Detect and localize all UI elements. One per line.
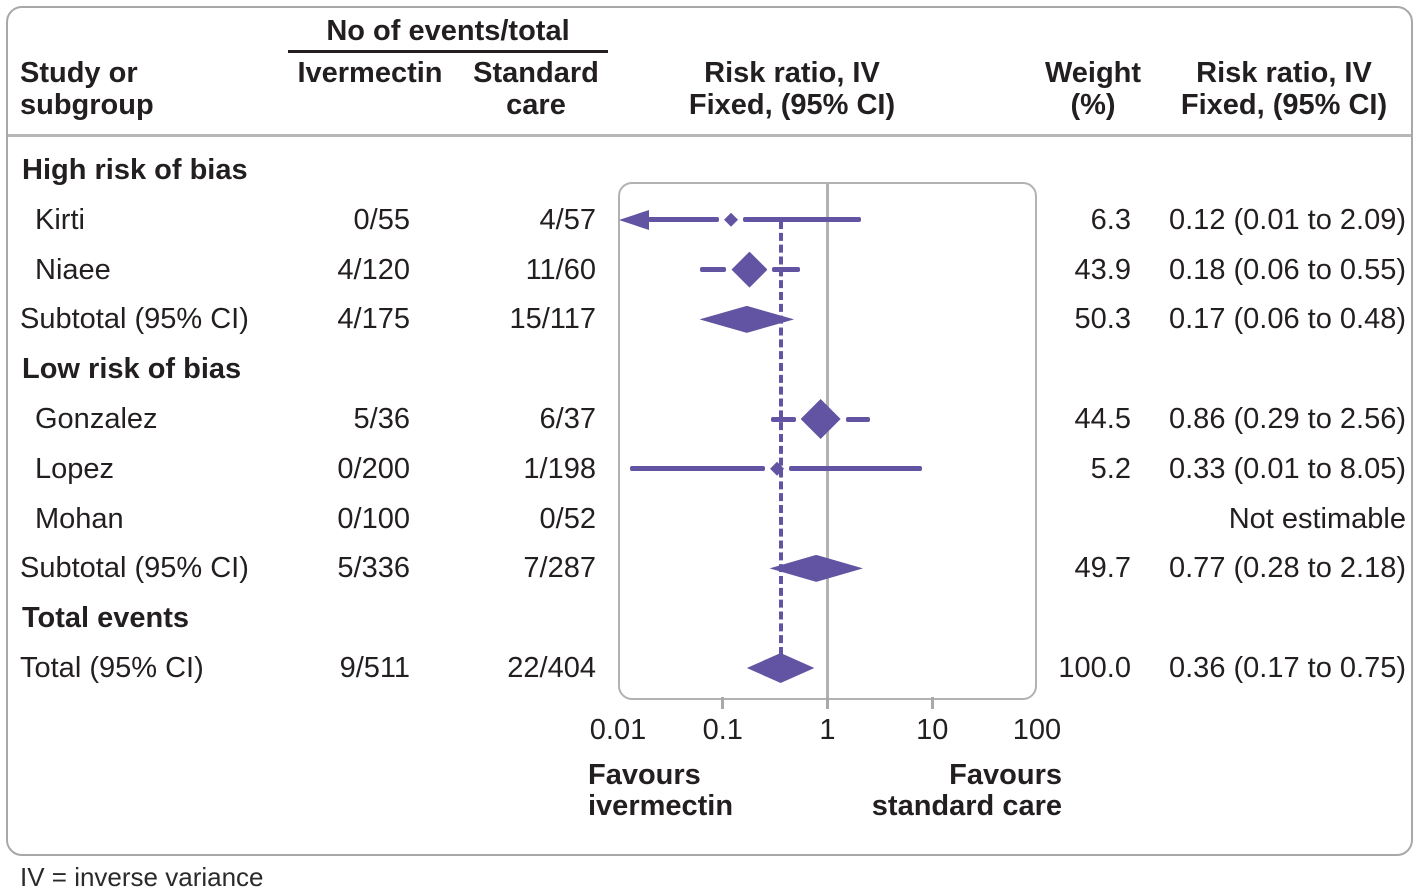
row-events-ivermectin: 0/200	[337, 452, 410, 485]
null-effect-line	[826, 184, 829, 698]
risk-ratio-column-header: Risk ratio, IV Fixed, (95% CI)	[1154, 57, 1414, 121]
study-column-header-line2: subgroup	[20, 89, 154, 121]
row-events-ivermectin: 0/100	[337, 502, 410, 535]
row-label: Gonzalez	[35, 403, 158, 435]
row-risk-ratio-text: 0.77 (0.28 to 2.18)	[1169, 552, 1406, 585]
weight-header-line1: Weight	[1044, 57, 1142, 89]
row-events-standard: 6/37	[539, 403, 596, 435]
row-events-standard: 11/60	[525, 253, 596, 286]
row-weight: 44.5	[1074, 403, 1131, 435]
row-events-standard: 15/117	[509, 303, 596, 336]
row-events-ivermectin: 9/511	[339, 652, 410, 684]
row-events-ivermectin: 5/36	[353, 403, 410, 435]
row-events-ivermectin: 0/55	[353, 203, 410, 236]
favours-right-label: Favours standard care	[812, 760, 1062, 822]
row-events-ivermectin: 4/120	[337, 253, 410, 286]
row-label: Total events	[22, 602, 190, 635]
study-point-diamond	[770, 461, 785, 476]
study-point-diamond	[724, 212, 739, 227]
row-events-standard: 7/287	[523, 552, 596, 585]
row-label: Total (95% CI)	[20, 652, 204, 684]
events-group-header: No of events/total	[326, 15, 570, 47]
favours-left-line2: ivermectin	[588, 790, 734, 822]
favours-left-label: Favours ivermectin	[588, 760, 733, 822]
ci-line	[699, 267, 727, 273]
header-divider	[8, 134, 1411, 137]
row-risk-ratio-text: 0.12 (0.01 to 2.09)	[1169, 203, 1406, 236]
footnote: IV = inverse variance	[20, 862, 264, 892]
row-risk-ratio-text: 0.33 (0.01 to 8.05)	[1169, 452, 1406, 485]
axis-tick	[930, 697, 934, 709]
standard-care-header-line2: care	[506, 89, 566, 121]
row-events-ivermectin: 5/336	[337, 552, 410, 585]
row-weight: 100.0	[1058, 652, 1131, 684]
ivermectin-column-header: Ivermectin	[297, 57, 443, 89]
ci-line	[845, 416, 871, 422]
weight-column-header: Weight (%)	[1033, 57, 1153, 121]
axis-tick-label: 1	[819, 714, 836, 746]
row-events-standard: 22/404	[507, 652, 596, 684]
standard-care-header-line1: Standard	[473, 57, 599, 89]
row-risk-ratio-text: Not estimable	[1228, 502, 1406, 535]
row-risk-ratio-text: 0.36 (0.17 to 0.75)	[1169, 652, 1406, 684]
row-label: Kirti	[35, 203, 85, 236]
row-risk-ratio-text: 0.86 (0.29 to 2.56)	[1169, 403, 1406, 435]
axis-tick	[721, 697, 725, 709]
row-events-standard: 1/198	[523, 452, 596, 485]
axis-tick-label: 100	[1012, 714, 1062, 746]
row-label: High risk of bias	[22, 154, 248, 186]
row-weight: 6.3	[1090, 203, 1131, 236]
ci-line	[789, 466, 923, 472]
ci-line	[645, 217, 720, 223]
plot-column-header: Risk ratio, IV Fixed, (95% CI)	[642, 57, 942, 121]
favours-right-line2: standard care	[871, 790, 1062, 822]
risk-ratio-header-line2: Fixed, (95% CI)	[1180, 89, 1388, 121]
risk-ratio-header-line1: Risk ratio, IV	[1196, 57, 1372, 89]
row-weight: 49.7	[1074, 552, 1131, 585]
plot-column-header-line2: Fixed, (95% CI)	[688, 89, 896, 121]
standard-care-column-header: Standard care	[456, 57, 616, 121]
row-risk-ratio-text: 0.18 (0.06 to 0.55)	[1169, 253, 1406, 286]
axis-tick-label: 10	[916, 714, 949, 746]
row-events-ivermectin: 4/175	[337, 303, 410, 336]
ci-line	[629, 466, 766, 472]
row-label: Subtotal (95% CI)	[20, 552, 249, 585]
row-risk-ratio-text: 0.17 (0.06 to 0.48)	[1169, 303, 1406, 336]
ci-arrow-left-icon	[619, 209, 649, 230]
axis-tick-label: 0.01	[589, 714, 647, 746]
ci-line	[772, 267, 801, 273]
row-weight: 50.3	[1074, 303, 1131, 336]
weight-header-line2: (%)	[1070, 89, 1116, 121]
row-weight: 5.2	[1090, 452, 1131, 485]
ci-line	[771, 416, 796, 422]
axis-tick	[826, 697, 829, 709]
study-column-header: Study or subgroup	[20, 57, 154, 121]
plot-column-header-line1: Risk ratio, IV	[704, 57, 880, 89]
row-label: Lopez	[35, 452, 115, 485]
row-weight: 43.9	[1074, 253, 1131, 286]
events-group-underline	[288, 50, 608, 53]
row-label: Low risk of bias	[22, 353, 242, 386]
row-label: Mohan	[35, 502, 124, 535]
ci-line	[743, 217, 862, 223]
row-label: Subtotal (95% CI)	[20, 303, 249, 336]
row-events-standard: 4/57	[539, 203, 596, 236]
favours-left-line1: Favours	[588, 759, 701, 791]
row-events-standard: 0/52	[539, 502, 596, 535]
study-column-header-line1: Study or	[20, 57, 138, 89]
row-label: Niaee	[35, 253, 111, 286]
favours-right-line1: Favours	[949, 759, 1062, 791]
axis-tick-label: 0.1	[702, 714, 743, 746]
pooled-estimate-dashed-line	[779, 221, 783, 655]
figure-border	[6, 6, 1413, 856]
